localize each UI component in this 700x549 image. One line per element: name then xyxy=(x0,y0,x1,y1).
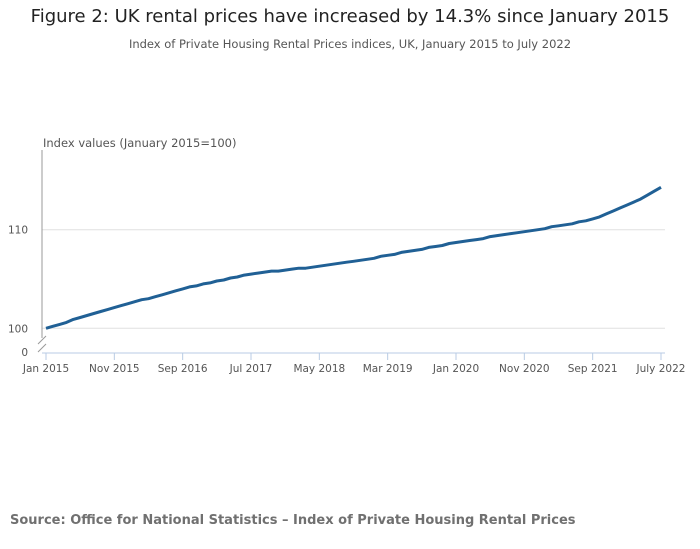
x-tick-label: Nov 2015 xyxy=(89,363,140,375)
x-tick-label: Jan 2020 xyxy=(432,363,479,375)
x-tick-label: Nov 2020 xyxy=(499,363,550,375)
chart-title: Figure 2: UK rental prices have increase… xyxy=(30,6,670,27)
chart-subtitle: Index of Private Housing Rental Prices i… xyxy=(128,37,572,51)
x-tick-label: May 2018 xyxy=(293,363,345,375)
x-tick-label: Sep 2021 xyxy=(568,363,618,375)
x-tick-label: Sep 2016 xyxy=(158,363,208,375)
x-tick-label: July 2022 xyxy=(636,363,686,375)
x-tick-label: Mar 2019 xyxy=(363,363,413,375)
y-tick-label: 0 xyxy=(21,347,28,359)
y-tick-label: 100 xyxy=(8,323,28,335)
y-axis-label: Index values (January 2015=100) xyxy=(43,136,236,150)
y-tick-label: 110 xyxy=(8,225,28,237)
x-tick-label: Jul 2017 xyxy=(229,363,273,375)
x-tick-label: Jan 2015 xyxy=(22,363,69,375)
series-line xyxy=(45,185,662,330)
axis-break-mark xyxy=(37,335,47,345)
source-note: Source: Office for National Statistics –… xyxy=(10,513,576,528)
axis-break-mark xyxy=(37,343,47,353)
